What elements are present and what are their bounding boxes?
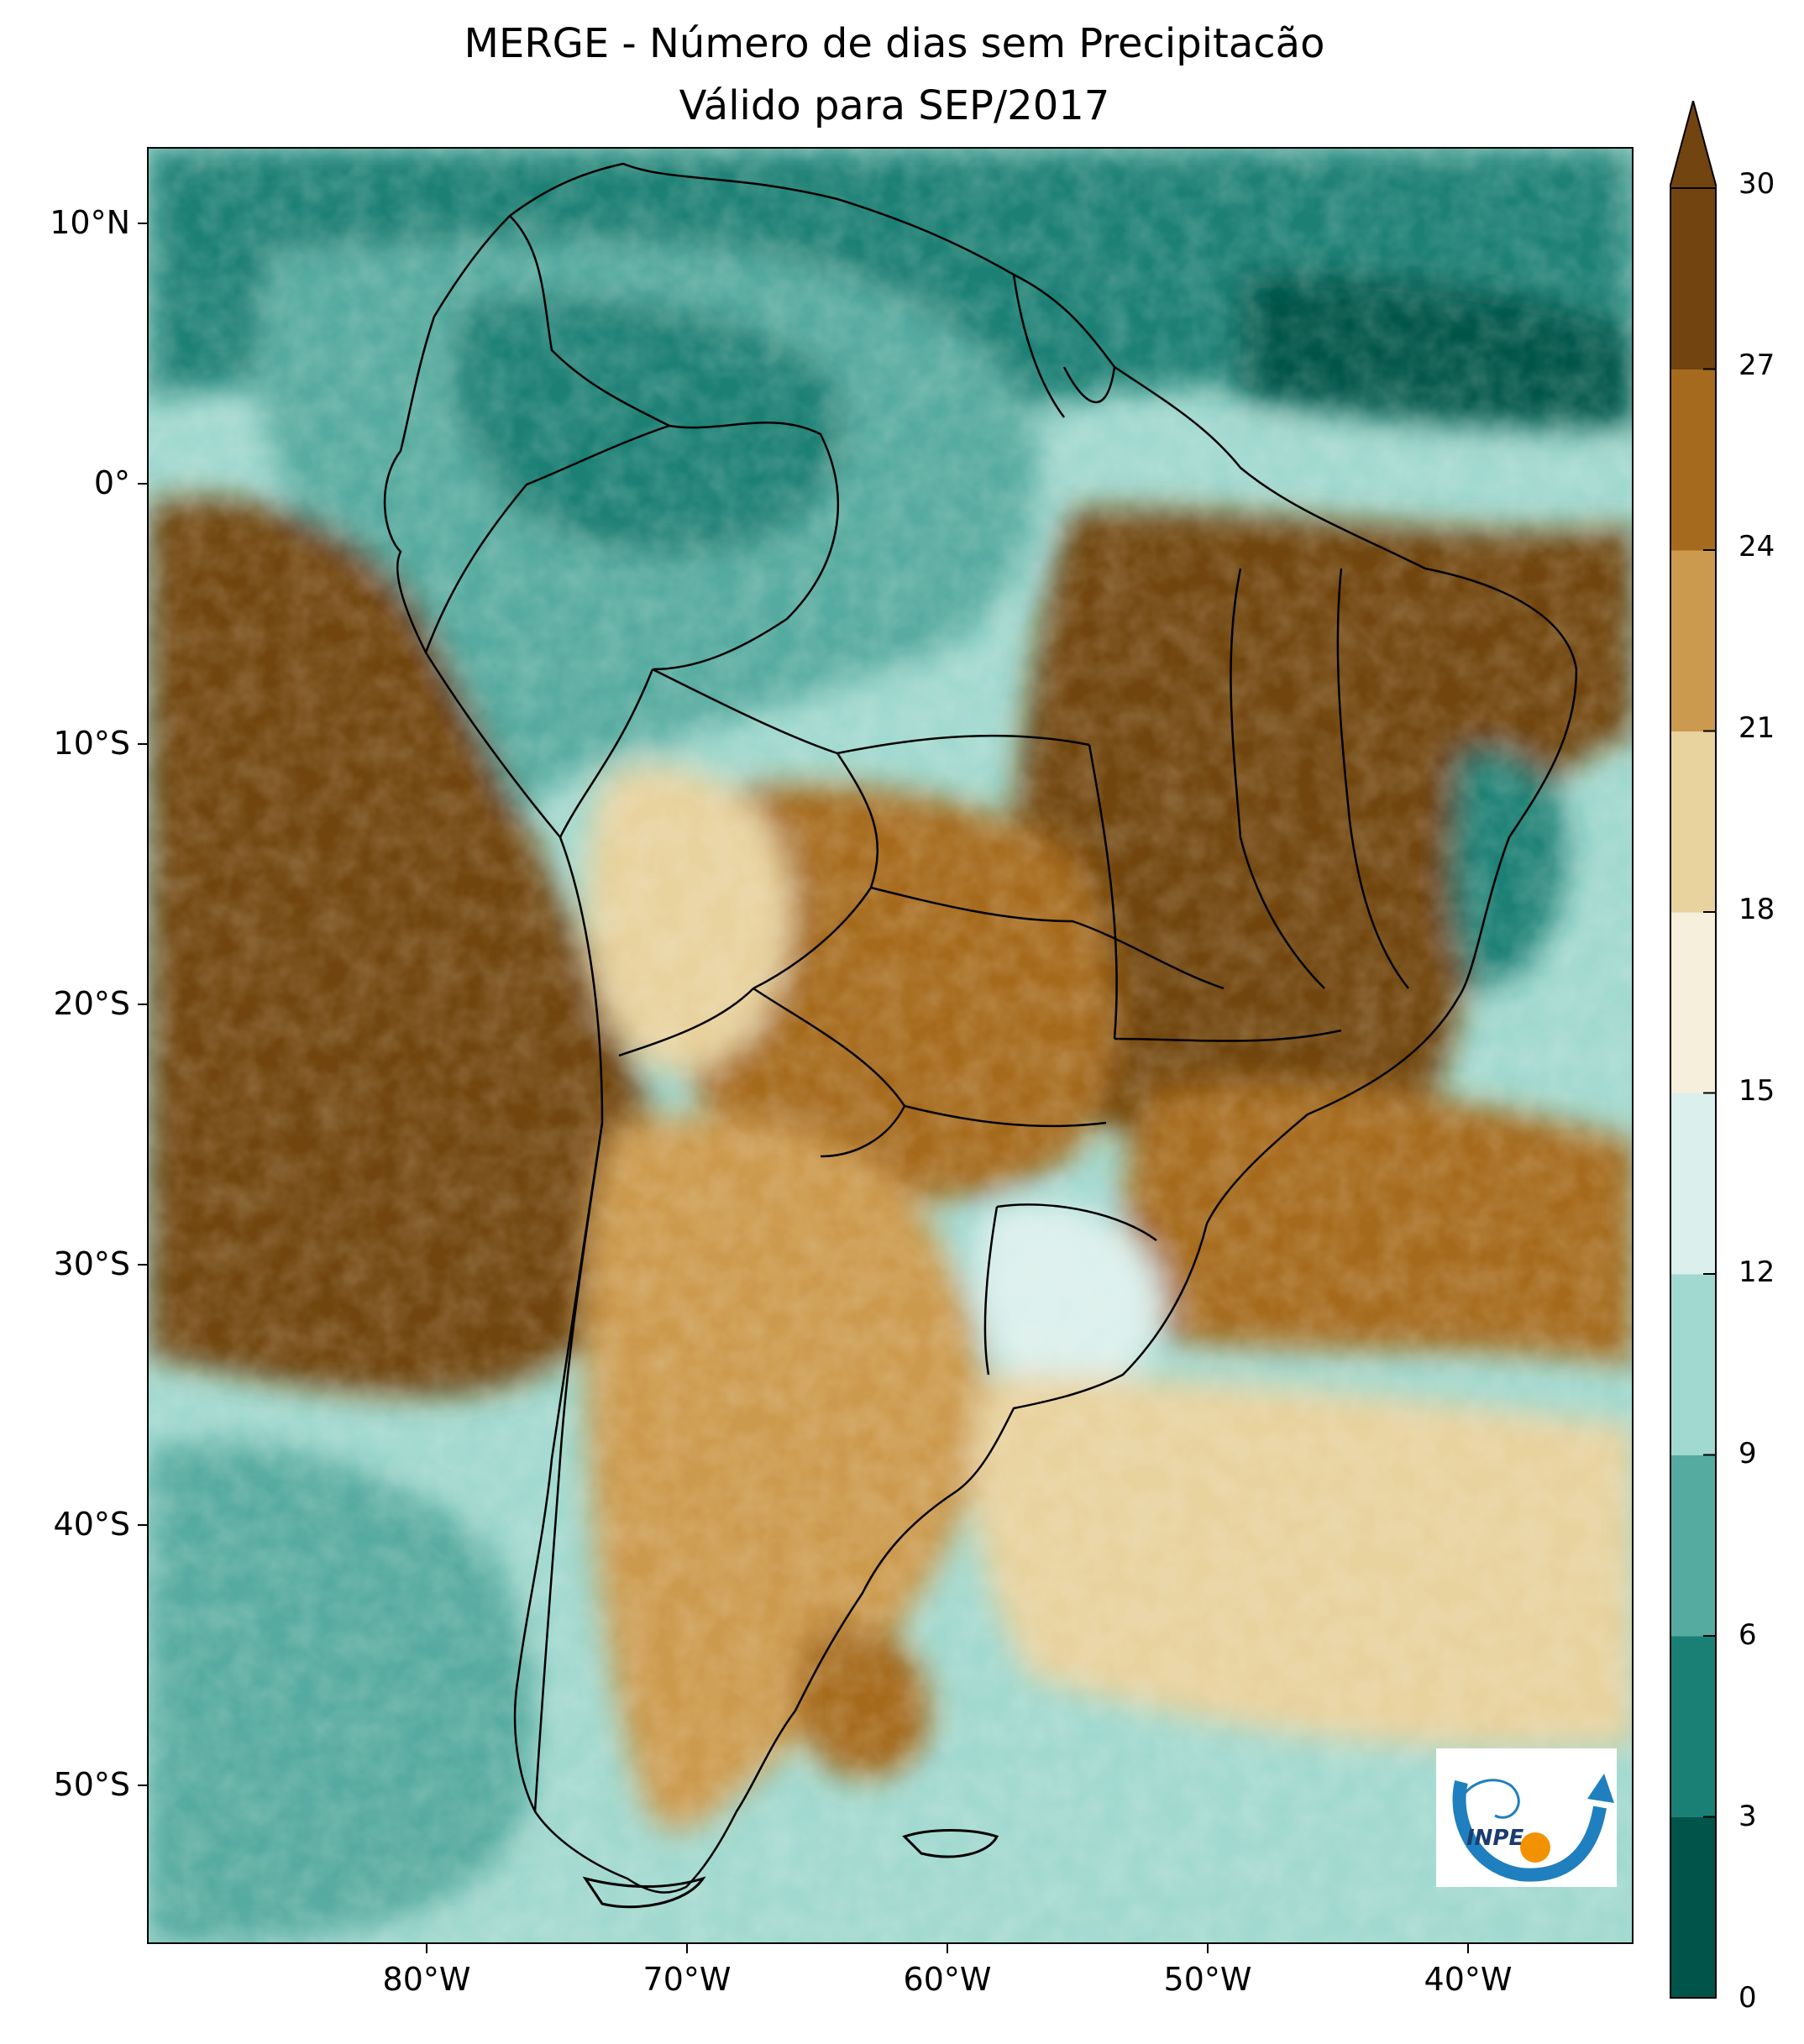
colorbar-segment-7 <box>1670 550 1716 731</box>
inpe-logo: INPE <box>1436 1748 1617 1887</box>
border-brazil-states-4 <box>1230 568 1325 989</box>
lon-tick-50w <box>1207 1944 1209 1953</box>
colorbar-label-27: 27 <box>1738 349 1775 382</box>
border-bolivia-paraguay <box>618 988 754 1057</box>
colorbar-segment-9 <box>1670 188 1716 369</box>
colorbar-segment-5 <box>1670 912 1716 1093</box>
border-argentina-uruguay <box>983 1206 999 1376</box>
lat-label-30s: 30°S <box>53 1245 130 1282</box>
lat-tick-20s <box>138 1004 147 1005</box>
colorbar <box>1670 101 1717 1999</box>
colorbar-segment-0 <box>1670 1816 1716 1999</box>
lat-tick-10s <box>138 743 147 745</box>
lat-tick-50s <box>138 1785 147 1786</box>
map-title-line2: Válido para SEP/2017 <box>679 82 1110 129</box>
border-brazil-states-2 <box>1088 744 1118 1040</box>
border-brazil-states-7 <box>904 1104 1107 1128</box>
lat-tick-10n <box>138 223 147 224</box>
lat-label-40s: 40°S <box>53 1506 130 1543</box>
lat-tick-0 <box>138 483 147 485</box>
border-brazil-states-1 <box>836 734 1090 755</box>
lon-label-70w: 70°W <box>642 1961 732 1998</box>
lat-tick-40s <box>138 1524 147 1526</box>
country-borders <box>383 162 1578 1894</box>
colorbar-segment-6 <box>1670 731 1716 913</box>
map-title-line1: MERGE - Número de dias sem Precipitacão <box>464 20 1325 67</box>
logo-sun-dot <box>1520 1832 1550 1863</box>
colorbar-segment-4 <box>1670 1093 1716 1275</box>
islands <box>582 1829 999 1909</box>
colorbar-extend-arrow <box>1670 101 1717 189</box>
tierra-del-fuego <box>582 1876 706 1909</box>
lat-label-0: 0° <box>93 464 130 501</box>
lat-tick-30s <box>138 1264 147 1266</box>
border-uruguay-brazil <box>996 1203 1157 1242</box>
south-america-coastline <box>383 162 1578 1894</box>
lon-tick-80w <box>426 1944 427 1953</box>
colorbar-label-18: 18 <box>1738 893 1775 926</box>
border-paraguay-brazil <box>753 987 906 1158</box>
lon-tick-70w <box>686 1944 688 1953</box>
colorbar-label-15: 15 <box>1738 1074 1775 1108</box>
colorbar-label-3: 3 <box>1738 1800 1757 1833</box>
lon-label-60w: 60°W <box>903 1961 992 1998</box>
border-argentina-chile <box>533 1122 604 1812</box>
border-bolivia-brazil <box>652 668 879 990</box>
lon-label-50w: 50°W <box>1163 1961 1252 1998</box>
colorbar-segment-3 <box>1670 1274 1716 1455</box>
border-brazil-states-3 <box>1114 1029 1342 1042</box>
lon-label-80w: 80°W <box>382 1961 471 1998</box>
colorbar-label-6: 6 <box>1738 1618 1757 1652</box>
lat-label-20s: 20°S <box>53 985 130 1022</box>
colorbar-label-12: 12 <box>1738 1255 1775 1289</box>
map-panel <box>147 147 1634 1944</box>
precipitation-map <box>149 149 1632 1942</box>
lat-label-10n: 10°N <box>50 204 130 241</box>
colorbar-label-21: 21 <box>1738 711 1775 745</box>
lat-label-10s: 10°S <box>53 725 130 762</box>
colorbar-label-24: 24 <box>1738 530 1775 563</box>
border-brazil-states-6 <box>870 886 1225 990</box>
falkland-islands <box>902 1829 999 1858</box>
colorbar-segment-1 <box>1670 1636 1716 1817</box>
logo-text: INPE <box>1466 1826 1523 1851</box>
colorbar-label-9: 9 <box>1738 1437 1757 1470</box>
border-brazil-west <box>652 422 840 671</box>
colorbar-label-0: 0 <box>1738 1981 1757 2015</box>
colorbar-segment-8 <box>1670 369 1716 551</box>
colorbar-segment-2 <box>1670 1454 1716 1637</box>
lon-label-40w: 40°W <box>1424 1961 1513 1998</box>
logo-orbit <box>1460 1779 1520 1819</box>
colorbar-label-30: 30 <box>1738 167 1775 201</box>
logo-arrow <box>1587 1774 1614 1803</box>
border-colombia-peru <box>424 424 670 653</box>
border-colombia-venezuela <box>509 215 670 427</box>
lat-label-50s: 50°S <box>53 1766 130 1803</box>
border-brazil-states-5 <box>1336 568 1409 989</box>
logo-swoosh <box>1452 1780 1607 1882</box>
border-guianas <box>1012 274 1116 418</box>
colorbar-frame <box>1670 187 1717 1999</box>
noise-texture <box>149 149 1632 1942</box>
lon-tick-60w <box>947 1944 948 1953</box>
border-peru-bolivia <box>559 668 654 838</box>
lon-tick-40w <box>1467 1944 1469 1953</box>
